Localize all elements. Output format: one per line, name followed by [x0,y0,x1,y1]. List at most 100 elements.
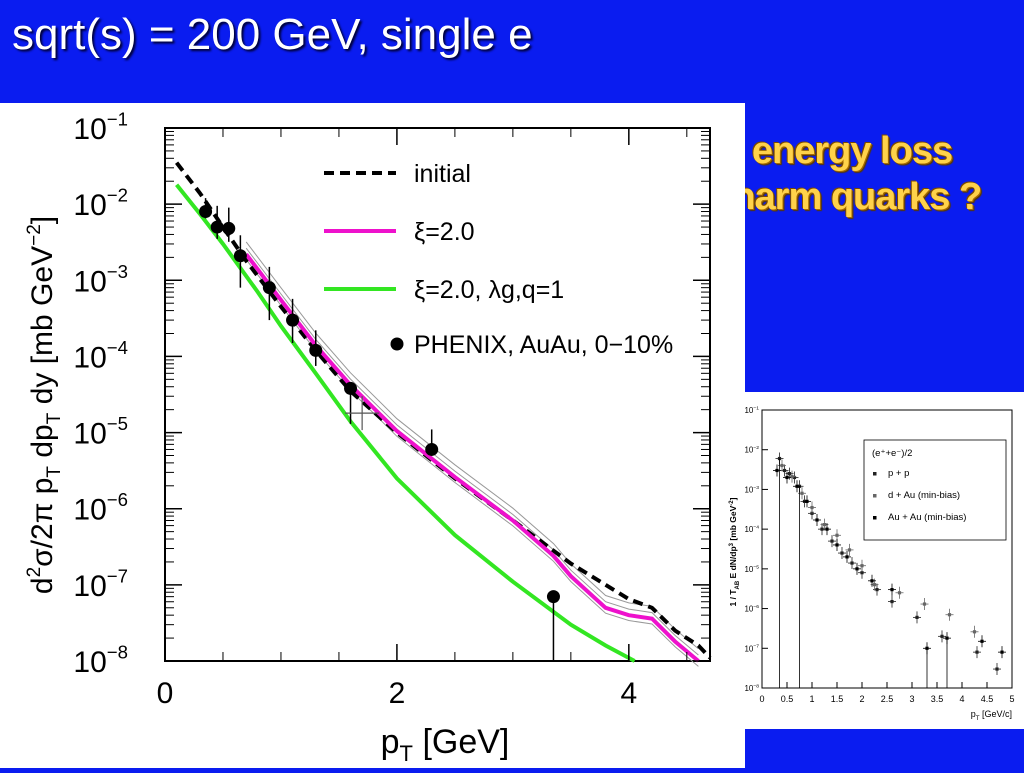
inset-x-axis-label: pT [GeV/c] [971,709,1012,722]
inset-x-tick-label: 2.5 [881,694,894,704]
inset-chart-panel: 10−1 10−2 10−3 10−4 10−5 10−6 10−7 10−8 0 0.5 1 1.5… [712,392,1024,729]
main-chart-panel: 10−1 10−2 10−3 10−4 10−5 10−6 10−7 10−8 0 2 4 init… [0,103,745,768]
inset-x-tick-label: 4.5 [981,694,994,704]
legend-label-1: ξ=2.0 [414,218,475,246]
inset-data-point [945,636,949,640]
x-axis-label: pT [GeV] [381,723,510,766]
inset-legend-box [863,439,1007,541]
y-tick-label: 10−8 [73,642,128,680]
inset-data-point [795,484,799,488]
y-tick-label: 10−5 [73,413,128,451]
data-point [233,249,247,263]
inset-data-point [787,472,792,476]
inset-data-point [785,475,789,480]
inset-y-tick-label: 10−3 [744,485,759,495]
inset-data-point [847,548,852,552]
inset-data-point [995,667,999,671]
data-point [309,343,323,357]
inset-y-tick-label: 10−5 [744,564,759,574]
inset-data-point [815,518,819,522]
legend-label-0: initial [414,160,471,188]
inset-x-tick-label: 5 [1009,694,1014,704]
inset-y-tick-label: 10−4 [744,525,759,535]
inset-data-point [890,599,894,604]
inset-data-point [870,579,874,583]
band-line [245,241,699,650]
inset-y-axis-label: 1 / TAB E dN/dp3 [mb GeV-2] [728,497,741,606]
inset-data-point [800,491,804,495]
series-line-1 [244,252,700,663]
inset-data-point [840,551,844,555]
inset-data-point [822,523,827,527]
inset-data-point [845,555,849,559]
y-tick-label: 10−6 [73,489,128,527]
inset-data-point [897,591,902,595]
inset-data-point [835,543,839,547]
inset-y-tick-label: 10−7 [744,644,759,654]
data-point [546,590,560,604]
legend-label-2: ξ=2.0, λg,q=1 [414,276,564,304]
inset-legend-marker [873,494,877,498]
inset-data-point [820,527,824,531]
inset-legend-label-2: Au + Au (min-bias) [888,512,966,523]
data-point [262,281,276,295]
inset-data-point [825,527,829,531]
legend-marker [390,337,404,351]
inset-x-tick-label: 1.5 [831,694,844,704]
inset-x-tick-label: 2 [859,694,864,704]
inset-data-point [922,602,927,606]
data-point [286,313,300,327]
inset-data-point [890,588,894,592]
inset-data-point [915,615,919,619]
inset-data-point [972,630,977,634]
inset-y-tick-label: 10−2 [744,445,759,455]
inset-data-point [947,613,952,617]
inset-chart: 10−1 10−2 10−3 10−4 10−5 10−6 10−7 10−80 0.5 1 1.5… [728,405,1015,722]
inset-y-tick-label: 10−6 [744,604,759,614]
inset-data-point [835,533,839,537]
data-point [425,442,439,456]
inset-data-point [940,634,944,638]
inset-x-tick-label: 4 [959,694,964,704]
inset-x-tick-label: 0 [759,694,764,704]
inset-x-tick-label: 3 [909,694,914,704]
data-point [210,220,224,234]
inset-data-point [775,468,779,473]
inset-legend-label-1: d + Au (min-bias) [888,490,960,501]
data-point [199,205,213,219]
inset-y-tick-label: 10−8 [744,683,759,693]
inset-legend-title: (e⁺+e⁻)/2 [872,448,912,459]
data-point [222,221,236,235]
y-tick-label: 10−3 [73,261,128,299]
inset-data-point [875,588,879,592]
slide-title: sqrt(s) = 200 GeV, single e [12,10,533,59]
inset-data-point [790,475,794,479]
y-axis-label: d2σ/2π pT dpT dy [mb GeV−2] [24,216,65,594]
x-tick-label: 0 [157,677,174,710]
inset-x-tick-label: 3.5 [931,694,944,704]
inset-legend-marker [873,472,877,476]
inset-data-point [805,499,809,503]
inset-data-point [780,463,784,468]
inset-data-point [1000,650,1004,654]
inset-data-point [855,567,859,571]
data-point [344,381,358,395]
x-tick-label: 4 [620,677,637,710]
inset-data-point [850,561,854,565]
inset-legend-label-0: p + p [888,468,909,479]
y-tick-label: 10−4 [73,337,128,375]
x-tick-label: 2 [389,677,406,710]
inset-data-point [860,571,864,575]
inset-legend-marker [873,516,877,520]
plot-frame [164,127,711,662]
inset-data-point [975,650,979,654]
band-line [245,259,699,667]
inset-data-point [860,564,864,568]
y-tick-label: 10−2 [73,185,128,223]
inset-data-point [872,583,877,587]
y-tick-label: 10−7 [73,565,128,603]
inset-data-point [777,456,782,461]
band-line [245,247,699,656]
inset-x-tick-label: 1 [809,694,814,704]
legend-label-3: PHENIX, AuAu, 0−10% [414,331,673,359]
